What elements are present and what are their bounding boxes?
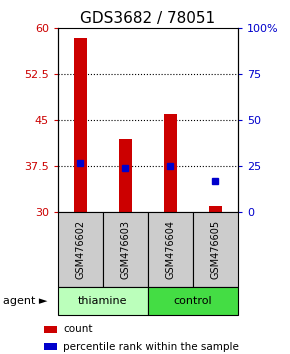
Bar <box>58 287 148 315</box>
Bar <box>44 326 57 333</box>
Bar <box>148 287 238 315</box>
Bar <box>74 38 87 212</box>
Bar <box>103 212 148 287</box>
Text: control: control <box>173 296 212 306</box>
Bar <box>164 114 177 212</box>
Bar <box>148 212 193 287</box>
Text: thiamine: thiamine <box>78 296 128 306</box>
Text: GSM476605: GSM476605 <box>210 220 220 279</box>
Text: count: count <box>63 325 93 335</box>
Bar <box>119 139 132 212</box>
Text: agent ►: agent ► <box>3 296 47 306</box>
Text: GSM476604: GSM476604 <box>165 220 175 279</box>
Bar <box>209 206 222 212</box>
Bar <box>193 212 238 287</box>
Title: GDS3682 / 78051: GDS3682 / 78051 <box>80 11 215 26</box>
Bar <box>44 343 57 350</box>
Text: GSM476603: GSM476603 <box>120 220 130 279</box>
Text: percentile rank within the sample: percentile rank within the sample <box>63 342 239 352</box>
Text: GSM476602: GSM476602 <box>75 220 86 279</box>
Bar <box>58 212 103 287</box>
